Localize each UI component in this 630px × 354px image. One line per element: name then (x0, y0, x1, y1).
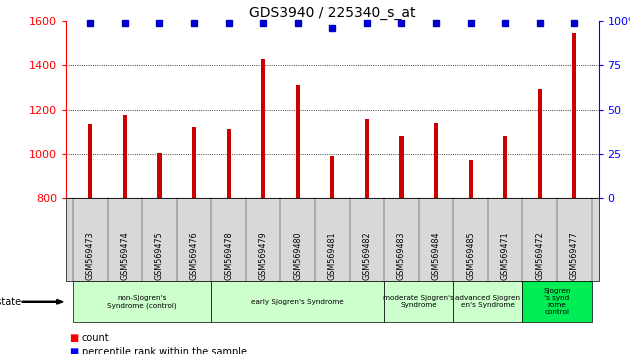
Text: GSM569478: GSM569478 (224, 231, 233, 280)
Text: non-Sjogren's
Syndrome (control): non-Sjogren's Syndrome (control) (107, 295, 177, 309)
Text: GSM569485: GSM569485 (466, 231, 475, 280)
Text: moderate Sjogren's
Syndrome: moderate Sjogren's Syndrome (383, 295, 454, 308)
Text: percentile rank within the sample: percentile rank within the sample (82, 347, 247, 354)
Text: disease state: disease state (0, 297, 21, 307)
Bar (295, 85, 300, 198)
Bar (88, 124, 93, 198)
Text: GSM569475: GSM569475 (155, 231, 164, 280)
Text: GSM569479: GSM569479 (259, 231, 268, 280)
Bar (123, 115, 127, 198)
Title: GDS3940 / 225340_s_at: GDS3940 / 225340_s_at (249, 6, 416, 20)
Bar (434, 123, 438, 198)
Bar (365, 119, 369, 198)
Bar (227, 129, 231, 198)
Text: GSM569477: GSM569477 (570, 231, 579, 280)
Bar (503, 136, 507, 198)
Text: count: count (82, 333, 110, 343)
Text: GSM569483: GSM569483 (397, 231, 406, 280)
Text: Sjogren
's synd
rome
control: Sjogren 's synd rome control (543, 288, 571, 315)
Bar (158, 153, 161, 198)
Text: GSM569484: GSM569484 (432, 231, 440, 280)
Text: GSM569481: GSM569481 (328, 231, 337, 280)
Text: ■: ■ (69, 333, 79, 343)
Text: advanced Sjogren
en's Syndrome: advanced Sjogren en's Syndrome (455, 295, 520, 308)
Bar (537, 89, 542, 198)
Text: GSM569482: GSM569482 (362, 231, 372, 280)
Text: GSM569480: GSM569480 (293, 231, 302, 280)
Bar (399, 136, 404, 198)
Text: GSM569473: GSM569473 (86, 231, 95, 280)
Text: GSM569476: GSM569476 (190, 231, 198, 280)
Text: early Sjogren's Syndrome: early Sjogren's Syndrome (251, 299, 344, 305)
Text: GSM569471: GSM569471 (501, 231, 510, 280)
Bar (572, 33, 576, 198)
Text: ■: ■ (69, 347, 79, 354)
Text: GSM569474: GSM569474 (120, 231, 129, 280)
Bar (192, 127, 196, 198)
Bar (330, 156, 335, 198)
Bar (469, 160, 472, 198)
Bar (261, 59, 265, 198)
Text: GSM569472: GSM569472 (536, 231, 544, 280)
